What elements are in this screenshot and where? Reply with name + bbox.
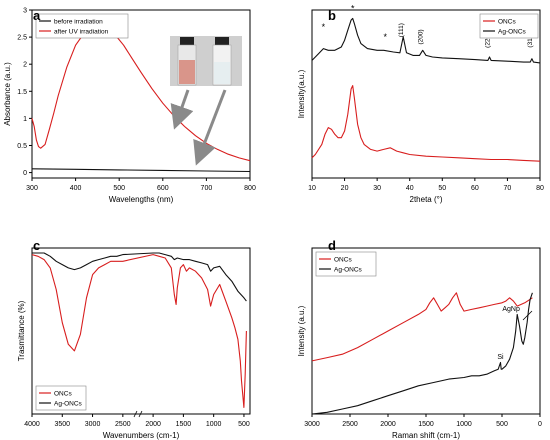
legend-label-b-1: Ag-ONCs xyxy=(498,29,527,36)
vial-1-liquid xyxy=(179,60,195,84)
x-tick-label-a: 700 xyxy=(201,185,213,192)
x-tick-label-c: 500 xyxy=(238,421,250,428)
y-tick-label-a: 1.5 xyxy=(17,89,27,96)
vials-photo-inset xyxy=(170,36,242,166)
plot-frame-a xyxy=(31,9,251,179)
y-tick-label-a: 0 xyxy=(23,170,27,177)
legend-box-a xyxy=(35,13,129,39)
x-axis-title-a: Wavelengths (nm) xyxy=(109,195,174,204)
peak-annotation-b: (111) xyxy=(398,23,405,37)
x-tick-label-d: 1500 xyxy=(418,421,434,428)
series-line-c-0 xyxy=(31,254,247,408)
x-tick-label-b: 80 xyxy=(536,185,544,192)
peak-annotation-b: * xyxy=(384,32,388,42)
axis-break-mark xyxy=(133,410,138,418)
panel-a-chart: 300 400 500 600 700 800 0 0.5 1 1.5 2 2.5 3 Wavelengt… xyxy=(3,8,256,205)
legend-box-b xyxy=(479,13,539,39)
legend-label-b-0: ONCs xyxy=(498,19,516,26)
vial-2-cap xyxy=(215,37,229,45)
x-tick-label-b: 50 xyxy=(438,185,446,192)
inset-arrow-1 xyxy=(170,89,194,130)
x-tick-label-d: 500 xyxy=(496,421,508,428)
x-tick-label-d: 0 xyxy=(538,421,542,428)
panel-label-a: a xyxy=(33,8,41,23)
peak-annotation-b: (220) xyxy=(485,33,492,48)
panel-b-chart: 10 20 30 40 50 60 70 80 2theta (°) Intensity(a.u.… xyxy=(297,4,544,204)
panel-d-chart: 3000 2500 2000 1500 1000 500 0 Raman shift (cm-… xyxy=(297,247,542,440)
x-axis-title-b: 2theta (°) xyxy=(410,195,443,204)
vial-2-liquid xyxy=(214,62,230,84)
x-tick-label-b: 10 xyxy=(308,185,316,192)
x-tick-label-c: 3500 xyxy=(54,421,70,428)
legend-label-a-0: before irradiation xyxy=(54,19,103,26)
plot-frame-b xyxy=(311,9,541,179)
x-tick-label-a: 300 xyxy=(26,185,38,192)
series-line-a-0 xyxy=(31,168,251,173)
legend-label-d-1: Ag-ONCs xyxy=(334,267,363,274)
y-axis-title-a: Absorbance (a.u.) xyxy=(3,62,12,126)
x-tick-label-c: 2500 xyxy=(115,421,131,428)
x-tick-label-b: 60 xyxy=(471,185,479,192)
y-axis-title-c: Trasmittance (%) xyxy=(17,300,26,361)
y-tick-label-a: 0.5 xyxy=(17,143,27,150)
peak-annotation-d: AgNp xyxy=(502,306,520,313)
x-tick-label-b: 20 xyxy=(341,185,349,192)
peak-annotation-b: * xyxy=(322,22,326,32)
x-tick-label-a: 800 xyxy=(244,185,256,192)
legend-label-a-1: after UV irradiation xyxy=(54,29,109,36)
axis-break-mark xyxy=(138,410,143,418)
panel-label-c: c xyxy=(33,238,40,253)
series-line-c-1 xyxy=(32,252,247,302)
x-tick-label-c: 1500 xyxy=(176,421,192,428)
x-tick-label-d: 3000 xyxy=(304,421,320,428)
legend-label-c-1: Ag-ONCs xyxy=(54,401,83,408)
y-axis-title-d: Intensity (a.u.) xyxy=(297,305,306,356)
x-tick-label-d: 1000 xyxy=(456,421,472,428)
x-axis-title-c: Wavenumbers (cm-1) xyxy=(103,431,180,440)
legend-box-c xyxy=(35,385,87,411)
x-tick-label-c: 1000 xyxy=(206,421,222,428)
series-line-d-0 xyxy=(311,292,533,362)
x-tick-label-a: 600 xyxy=(157,185,169,192)
x-tick-label-b: 40 xyxy=(406,185,414,192)
x-tick-label-c: 4000 xyxy=(24,421,40,428)
x-tick-label-a: 400 xyxy=(70,185,82,192)
y-tick-label-a: 1 xyxy=(23,116,27,123)
agnp-arrow-line xyxy=(522,310,533,321)
peak-annotation-d: Si xyxy=(497,354,504,361)
series-line-b-1 xyxy=(311,17,541,64)
legend-box-d xyxy=(315,251,377,277)
panel-c-chart: 4000 3500 3000 2500 2000 1500 1000 500 Wavenumbe… xyxy=(17,247,251,440)
x-tick-label-b: 70 xyxy=(504,185,512,192)
series-line-b-0 xyxy=(311,85,541,162)
series-line-d-1 xyxy=(311,292,533,415)
inset-arrow-2 xyxy=(193,89,227,166)
y-tick-label-a: 2 xyxy=(23,62,27,69)
y-axis-title-b: Intensity(a.u.) xyxy=(297,69,306,118)
peak-annotation-b: (311) xyxy=(527,33,534,48)
legend-label-c-0: ONCs xyxy=(54,391,72,398)
legend-label-d-0: ONCs xyxy=(334,257,352,264)
peak-annotation-b: * xyxy=(351,4,355,14)
x-tick-label-b: 30 xyxy=(373,185,381,192)
vial-1-cap xyxy=(180,37,194,45)
panel-label-b: b xyxy=(328,8,336,23)
plot-frame-c xyxy=(31,247,251,415)
x-tick-label-c: 2000 xyxy=(145,421,161,428)
x-tick-label-d: 2500 xyxy=(342,421,358,428)
x-axis-title-d: Raman shift (cm-1) xyxy=(392,431,460,440)
y-tick-label-a: 2.5 xyxy=(17,35,27,42)
y-tick-label-a: 3 xyxy=(23,8,27,15)
x-tick-label-d: 2000 xyxy=(380,421,396,428)
peak-annotation-b: (200) xyxy=(418,29,425,44)
panel-label-d: d xyxy=(328,238,336,253)
x-tick-label-a: 500 xyxy=(113,185,125,192)
x-tick-label-c: 3000 xyxy=(85,421,101,428)
